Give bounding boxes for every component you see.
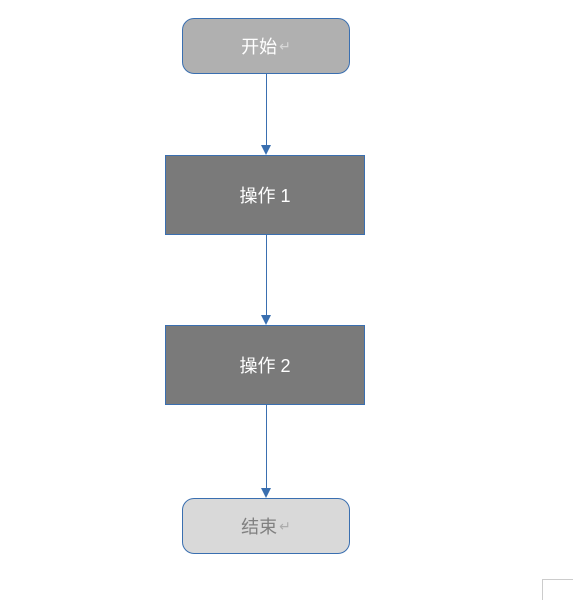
flowchart-canvas: 开始↵操作 1操作 2结束↵ [0,0,573,600]
arrowhead-icon [261,145,271,155]
page-corner-mark [542,579,573,600]
flowchart-node-label: 操作 2 [239,352,290,378]
flowchart-node-label: 开始 [241,33,277,59]
flowchart-node-op1: 操作 1 [165,155,365,235]
arrowhead-icon [261,315,271,325]
flowchart-node-op2: 操作 2 [165,325,365,405]
flowchart-edge-op1-to-op2 [266,235,267,320]
flowchart-node-end: 结束↵ [182,498,350,554]
flowchart-node-label: 操作 1 [239,182,290,208]
flowchart-node-label: 结束 [241,513,277,539]
flowchart-edge-start-to-op1 [266,74,267,150]
flowchart-node-start: 开始↵ [182,18,350,74]
arrowhead-icon [261,488,271,498]
flowchart-edge-op2-to-end [266,405,267,493]
return-symbol-icon: ↵ [279,38,291,55]
return-symbol-icon: ↵ [279,518,291,535]
